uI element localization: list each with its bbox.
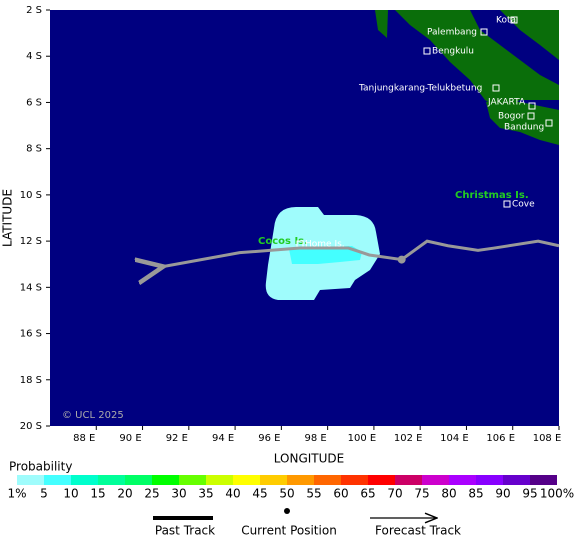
legend-swatch — [341, 475, 368, 485]
place-label: Home Is. — [305, 240, 345, 250]
place-label: Palembang — [427, 28, 477, 38]
place-label: Kota — [496, 16, 516, 26]
x-tick-label: 104 E — [440, 433, 469, 444]
land-sumatra — [395, 10, 559, 110]
y-tick-label: 10 S — [20, 190, 42, 201]
legend-swatch — [422, 475, 449, 485]
legend-swatch — [260, 475, 287, 485]
place-marker — [492, 84, 500, 92]
y-tick-label: 16 S — [20, 329, 42, 340]
x-tick-label: 100 E — [348, 433, 377, 444]
place-label: Bogor — [498, 112, 525, 122]
legend-tick-label: 5 — [40, 487, 48, 501]
legend-swatch — [17, 475, 44, 485]
legend-tick-label: 25 — [144, 487, 159, 501]
x-tick-label: 98 E — [305, 433, 327, 444]
place-label: Bengkulu — [432, 47, 474, 57]
place-label: Cove — [512, 200, 535, 210]
legend-tick-label: 45 — [252, 487, 267, 501]
x-tick-label: 94 E — [212, 433, 234, 444]
legend-swatch — [314, 475, 341, 485]
island-label: Cocos Is. — [258, 236, 308, 247]
legend-swatch — [206, 475, 233, 485]
island-label: Christmas Is. — [455, 190, 529, 201]
current-position — [397, 255, 406, 264]
legend-label: Forecast Track — [375, 524, 461, 538]
place-marker — [423, 47, 431, 55]
legend-tick-label: 95 — [522, 487, 537, 501]
place-label: Bandung — [504, 123, 544, 133]
y-tick-label: 6 S — [26, 97, 42, 108]
legend-tick-label: 35 — [198, 487, 213, 501]
y-tick-label: 4 S — [26, 51, 42, 62]
legend-swatch — [71, 475, 98, 485]
x-tick-label: 96 E — [258, 433, 280, 444]
place-label: Tanjungkarang-Telukbetung — [358, 84, 482, 94]
current-position-sample — [284, 508, 290, 514]
place-label: JAKARTA — [487, 98, 526, 108]
y-tick-label: 14 S — [20, 282, 42, 293]
legend-tick-label: 100% — [540, 487, 574, 501]
x-tick-label: 106 E — [486, 433, 515, 444]
legend-tick-label: 80 — [441, 487, 456, 501]
legend-swatch — [287, 475, 314, 485]
legend-swatch — [503, 475, 530, 485]
place-marker — [545, 119, 553, 127]
x-tick-label: 90 E — [119, 433, 141, 444]
legend-tick-label: 60 — [333, 487, 348, 501]
legend-tick-label: 90 — [495, 487, 510, 501]
y-tick-label: 18 S — [20, 375, 42, 386]
place-marker — [510, 16, 518, 24]
legend-tick-label: 10 — [63, 487, 78, 501]
land-bangka — [375, 10, 388, 38]
legend-tick-label: 30 — [171, 487, 186, 501]
copyright: © UCL 2025 — [62, 410, 124, 421]
legend-swatch — [368, 475, 395, 485]
y-axis-label: LATITUDE — [1, 189, 15, 247]
legend-label: Current Position — [241, 524, 337, 538]
legend-swatch — [44, 475, 71, 485]
legend-tick-label: 1% — [7, 487, 26, 501]
legend-tick-label: 20 — [117, 487, 132, 501]
place-marker — [528, 102, 536, 110]
legend-swatch — [125, 475, 152, 485]
probability-swath-5 — [289, 246, 362, 264]
legend-swatch — [476, 475, 503, 485]
y-tick-label: 12 S — [20, 236, 42, 247]
y-tick-label: 20 S — [20, 421, 42, 432]
place-marker — [527, 112, 535, 120]
legend-swatch — [395, 475, 422, 485]
x-tick-label: 88 E — [73, 433, 95, 444]
legend-tick-label: 55 — [306, 487, 321, 501]
legend-tick-label: 40 — [225, 487, 240, 501]
legend-title: Probability — [9, 460, 72, 474]
x-tick-label: 108 E — [533, 433, 562, 444]
legend-swatch — [179, 475, 206, 485]
x-tick-label: 92 E — [166, 433, 188, 444]
legend-swatch — [152, 475, 179, 485]
legend-tick-label: 65 — [360, 487, 375, 501]
land-java — [486, 100, 559, 145]
y-tick-label: 8 S — [26, 144, 42, 155]
place-marker — [480, 28, 488, 36]
x-tick-label: 102 E — [394, 433, 423, 444]
x-axis-label: LONGITUDE — [274, 452, 344, 466]
legend-swatch — [98, 475, 125, 485]
legend-swatch — [530, 475, 557, 485]
legend-swatch — [449, 475, 476, 485]
legend-swatch — [233, 475, 260, 485]
legend-tick-label: 15 — [90, 487, 105, 501]
legend-label: Past Track — [155, 524, 215, 538]
y-tick-label: 2 S — [26, 5, 42, 16]
place-marker — [503, 200, 511, 208]
legend-tick-label: 75 — [414, 487, 429, 501]
legend-tick-label: 70 — [387, 487, 402, 501]
legend-tick-label: 85 — [468, 487, 483, 501]
forecast-track — [163, 239, 560, 266]
legend-tick-label: 50 — [279, 487, 294, 501]
